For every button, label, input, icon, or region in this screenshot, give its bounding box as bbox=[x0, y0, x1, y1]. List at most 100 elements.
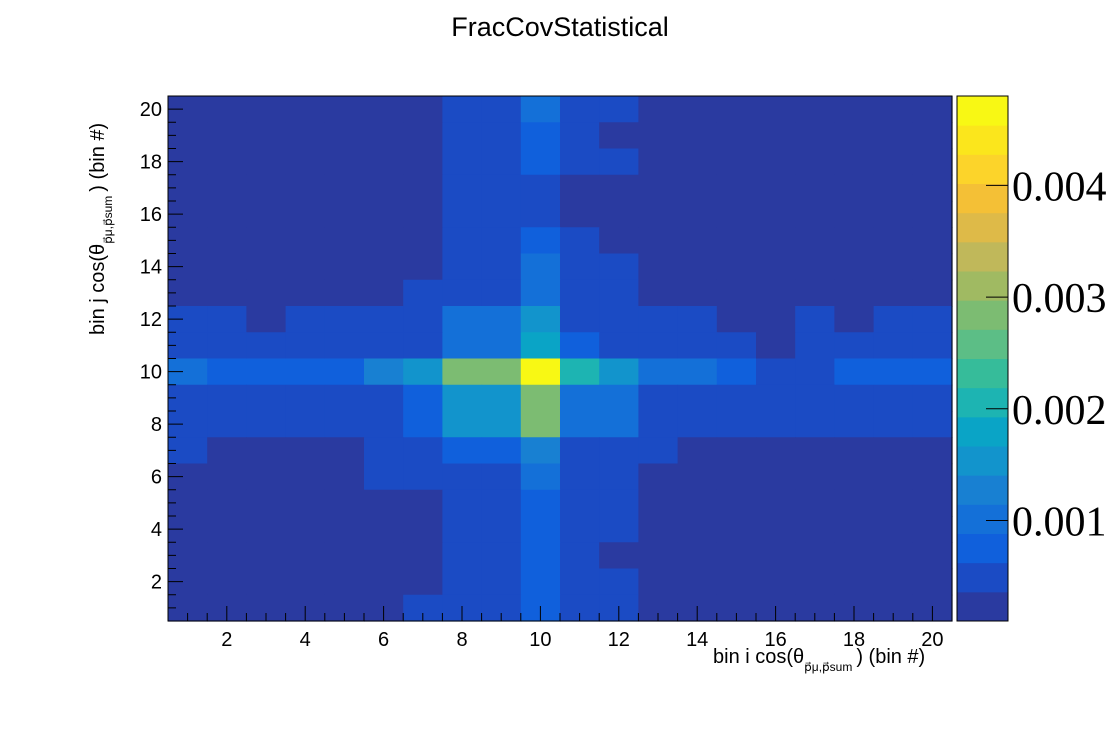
heatmap-cell bbox=[403, 174, 443, 202]
heatmap-cell bbox=[442, 253, 483, 281]
heatmap-cell bbox=[599, 122, 639, 150]
y-tick-label: 16 bbox=[140, 204, 162, 226]
heatmap-cell bbox=[638, 96, 679, 123]
heatmap-cell bbox=[207, 437, 247, 465]
heatmap-cell bbox=[912, 227, 953, 255]
heatmap-cell bbox=[599, 437, 639, 465]
heatmap-cell bbox=[246, 306, 287, 333]
heatmap-cell bbox=[520, 174, 561, 202]
heatmap-cell bbox=[873, 201, 914, 228]
heatmap-cell bbox=[560, 516, 600, 543]
color-palette bbox=[957, 96, 1008, 622]
heatmap-cell bbox=[442, 227, 483, 255]
heatmap-cell bbox=[638, 437, 679, 465]
heatmap-cell bbox=[324, 411, 365, 438]
heatmap-cell bbox=[481, 463, 522, 491]
heatmap-cell bbox=[520, 568, 561, 596]
heatmap-cell bbox=[324, 122, 365, 150]
heatmap-cell bbox=[834, 437, 875, 465]
heatmap-cell bbox=[638, 384, 679, 412]
x-axis-label-subscript: p⃗μ,p⃗sum bbox=[804, 660, 852, 674]
heatmap-cell bbox=[638, 489, 679, 517]
heatmap-cell bbox=[677, 306, 718, 333]
x-tick-label: 2 bbox=[221, 629, 232, 651]
heatmap-cell bbox=[364, 148, 404, 176]
heatmap-cell bbox=[716, 96, 757, 123]
heatmap-cell bbox=[834, 227, 875, 255]
heatmap-cell bbox=[638, 516, 679, 543]
heatmap-cell bbox=[442, 516, 483, 543]
heatmap-cell bbox=[285, 332, 326, 360]
heatmap-cell bbox=[403, 96, 443, 123]
heatmap-cell bbox=[834, 174, 875, 202]
heatmap-cell bbox=[834, 384, 875, 412]
heatmap-cell bbox=[324, 463, 365, 491]
heatmap-cell bbox=[756, 358, 796, 386]
heatmap-cell bbox=[756, 122, 796, 150]
heatmap-cell bbox=[285, 174, 326, 202]
heatmap-cell bbox=[403, 516, 443, 543]
y-tick-label: 10 bbox=[140, 362, 162, 384]
y-tick-label: 18 bbox=[140, 152, 162, 174]
heatmap-cell bbox=[246, 253, 287, 281]
heatmap-cell bbox=[677, 332, 718, 360]
heatmap-cell bbox=[795, 174, 835, 202]
heatmap-cell bbox=[795, 253, 835, 281]
heatmap-cell bbox=[599, 542, 639, 570]
heatmap-cell bbox=[442, 384, 483, 412]
heatmap-cell bbox=[285, 568, 326, 596]
heatmap-cell bbox=[481, 516, 522, 543]
heatmap-cell bbox=[560, 279, 600, 307]
heatmap-cell bbox=[638, 411, 679, 438]
heatmap-cell bbox=[677, 122, 718, 150]
heatmap-cell bbox=[403, 411, 443, 438]
heatmap-cell bbox=[599, 96, 639, 123]
heatmap-cell bbox=[246, 489, 287, 517]
heatmap-cell bbox=[599, 174, 639, 202]
heatmap-cell bbox=[795, 96, 835, 123]
palette-swatch bbox=[957, 271, 1008, 301]
heatmap-cell bbox=[481, 122, 522, 150]
heatmap-cell bbox=[403, 358, 443, 386]
palette-swatch bbox=[957, 329, 1008, 359]
heatmap-cell bbox=[873, 174, 914, 202]
heatmap-cell bbox=[520, 279, 561, 307]
palette-swatch bbox=[957, 125, 1008, 155]
heatmap-cell bbox=[599, 306, 639, 333]
heatmap-cell bbox=[716, 437, 757, 465]
heatmap-cell bbox=[403, 279, 443, 307]
heatmap-cell bbox=[638, 201, 679, 228]
heatmap-cell bbox=[599, 201, 639, 228]
heatmap-cell bbox=[285, 306, 326, 333]
heatmap-cell bbox=[599, 332, 639, 360]
heatmap-cell bbox=[324, 201, 365, 228]
heatmap-cell bbox=[834, 201, 875, 228]
heatmap-cell bbox=[207, 201, 247, 228]
palette-swatch bbox=[957, 475, 1008, 505]
heatmap-cell bbox=[560, 148, 600, 176]
x-tick-label: 18 bbox=[843, 629, 865, 651]
heatmap-cell bbox=[873, 463, 914, 491]
x-axis: 2 4 6 8 10 12 14 16 18 20 bbox=[187, 606, 944, 651]
heatmap-cell bbox=[207, 332, 247, 360]
heatmap-cell bbox=[324, 516, 365, 543]
heatmap-cell bbox=[873, 384, 914, 412]
heatmap-cell bbox=[677, 253, 718, 281]
heatmap-cell bbox=[324, 437, 365, 465]
heatmap-cell bbox=[873, 227, 914, 255]
heatmap-cell bbox=[403, 568, 443, 596]
heatmap-cell bbox=[324, 96, 365, 123]
heatmap-cell bbox=[324, 358, 365, 386]
heatmap-cell bbox=[442, 122, 483, 150]
heatmap-cell bbox=[912, 306, 953, 333]
heatmap-cell bbox=[207, 358, 247, 386]
heatmap-cell bbox=[912, 463, 953, 491]
z-tick-label: 0.004 bbox=[1012, 164, 1107, 210]
heatmap-cell bbox=[912, 201, 953, 228]
heatmap-cell bbox=[912, 411, 953, 438]
y-axis: 2 4 6 8 10 12 14 16 18 20 bbox=[140, 99, 183, 609]
x-tick-label: 16 bbox=[764, 629, 786, 651]
heatmap-cell bbox=[795, 122, 835, 150]
heatmap-cell bbox=[873, 306, 914, 333]
heatmap-cell bbox=[873, 568, 914, 596]
